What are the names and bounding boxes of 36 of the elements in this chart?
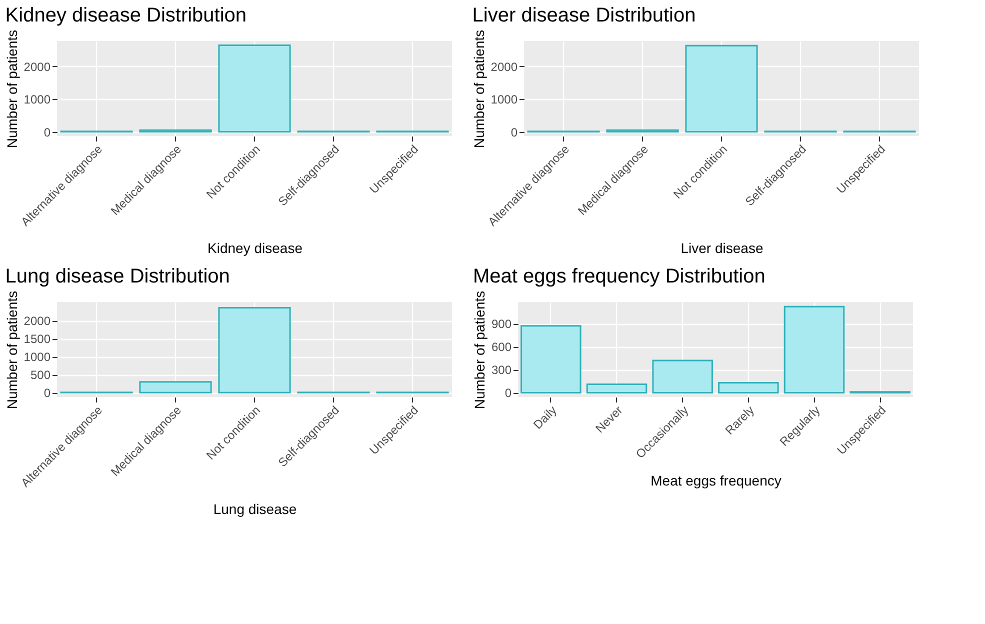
chart-title: Lung disease Distribution bbox=[5, 265, 230, 288]
y-tick-label: 2000 bbox=[24, 314, 51, 328]
bar bbox=[652, 360, 713, 394]
bar bbox=[520, 325, 582, 394]
y-axis-title: Number of patients bbox=[4, 30, 20, 148]
y-tick-label: 0 bbox=[510, 125, 518, 140]
y-tick-label: 900 bbox=[491, 317, 512, 332]
bar bbox=[586, 384, 648, 394]
y-tick-label: 2000 bbox=[24, 60, 51, 74]
y-tick-label: 2000 bbox=[490, 60, 518, 74]
bar bbox=[139, 381, 212, 394]
y-tick-label: 1000 bbox=[24, 350, 51, 364]
bar bbox=[718, 382, 779, 394]
bar bbox=[784, 306, 845, 394]
bar bbox=[218, 44, 291, 133]
y-tick-label: 0 bbox=[44, 125, 51, 140]
y-tick-label: 0 bbox=[44, 386, 51, 400]
y-axis-title: Number of patients bbox=[4, 290, 20, 410]
y-tick-label: 600 bbox=[491, 340, 512, 354]
y-tick-label: 300 bbox=[491, 363, 512, 378]
bar bbox=[218, 307, 291, 394]
x-axis-title: Liver disease bbox=[680, 240, 764, 256]
y-tick-label: 0 bbox=[504, 386, 512, 400]
y-axis-title: Number of patients bbox=[470, 30, 487, 148]
x-axis-title: Lung disease bbox=[213, 501, 297, 518]
chart-title: Meat eggs frequency Distribution bbox=[472, 265, 766, 288]
x-axis-title: Kidney disease bbox=[208, 240, 303, 256]
y-tick-label: 1000 bbox=[490, 92, 518, 107]
y-tick-label: 500 bbox=[30, 368, 51, 382]
y-tick-label: 1500 bbox=[24, 332, 51, 346]
y-tick-label: 1000 bbox=[24, 92, 51, 107]
bar bbox=[685, 44, 758, 133]
chart-title: Liver disease Distribution bbox=[472, 4, 696, 26]
x-axis-title: Meat eggs frequency bbox=[650, 472, 782, 488]
y-axis-title: Number of patients bbox=[471, 290, 488, 410]
chart-title: Kidney disease Distribution bbox=[5, 4, 247, 26]
